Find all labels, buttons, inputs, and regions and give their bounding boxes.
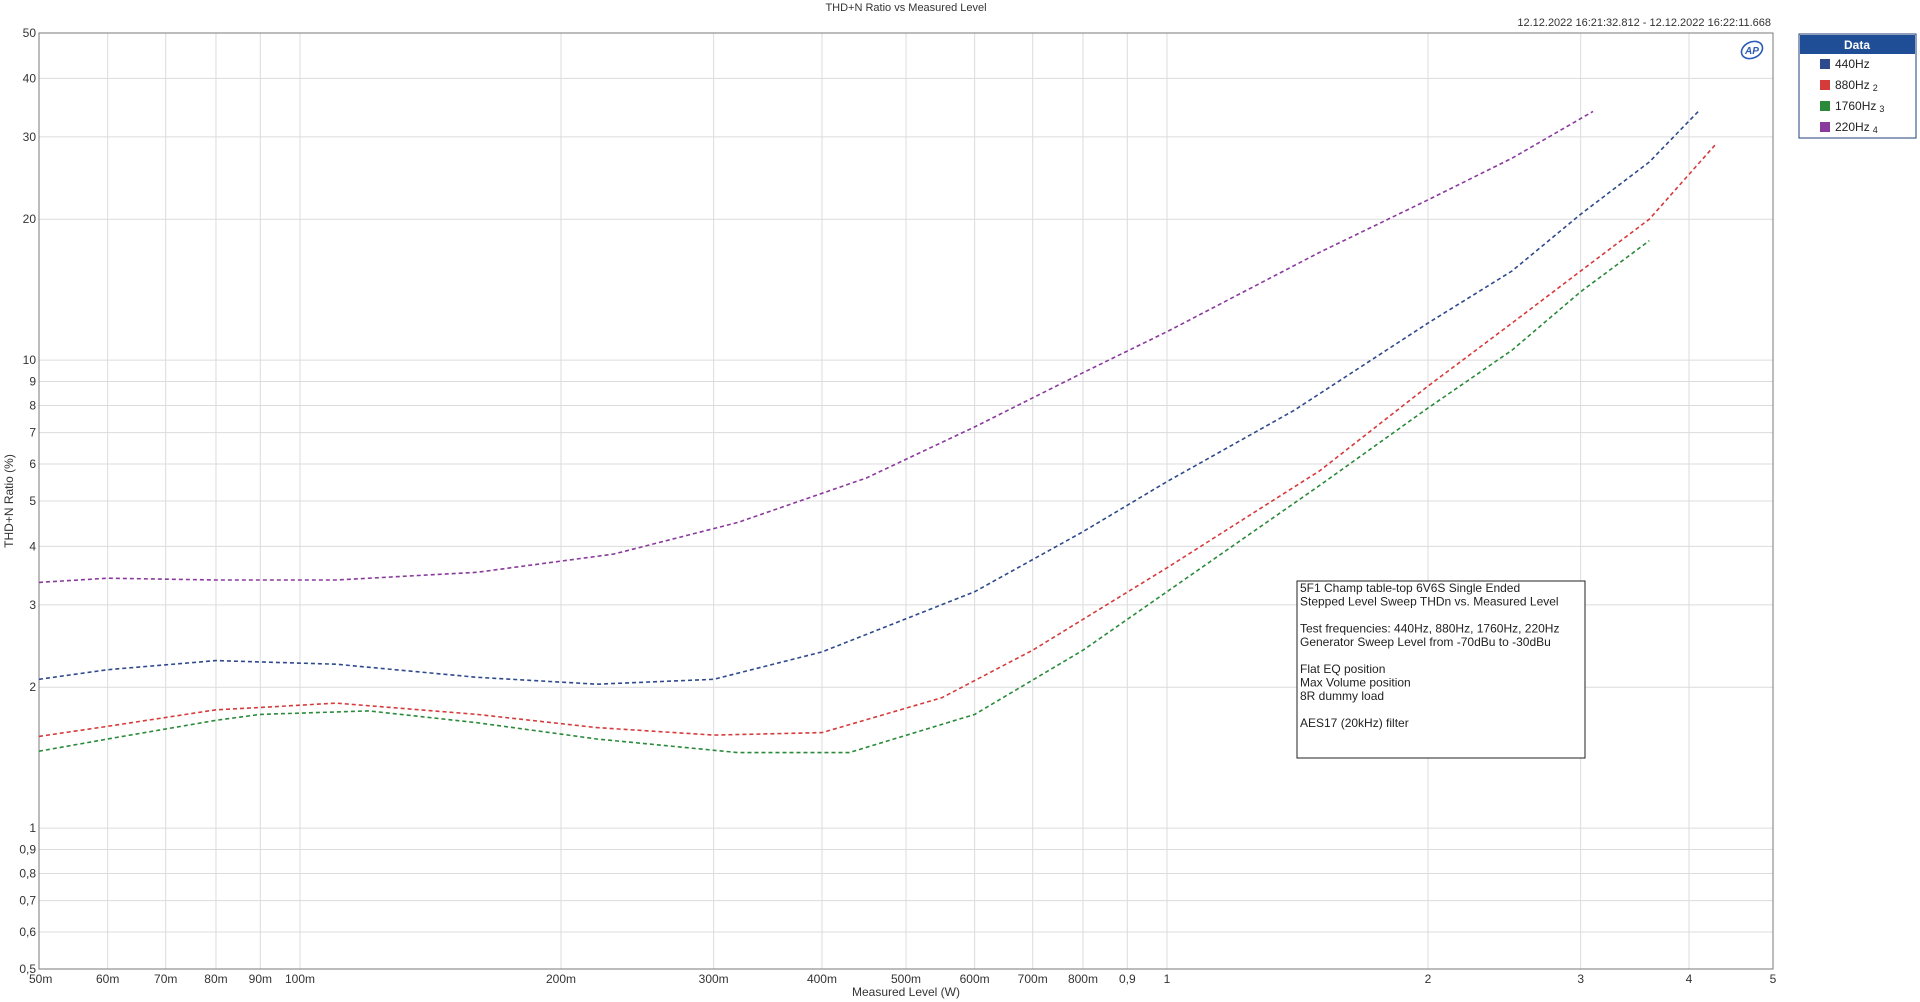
chart-title: THD+N Ratio vs Measured Level bbox=[825, 2, 986, 14]
legend-swatch bbox=[1820, 59, 1830, 69]
legend-entry: 880Hz 2 bbox=[1835, 78, 1878, 93]
x-tick-label: 5 bbox=[1770, 972, 1777, 986]
y-tick-label: 0,6 bbox=[19, 925, 36, 939]
legend-swatch bbox=[1820, 122, 1830, 132]
series-line-220Hz bbox=[38, 110, 1594, 584]
y-tick-label: 0,5 bbox=[19, 962, 36, 976]
y-tick-label: 40 bbox=[23, 71, 37, 85]
y-tick-label: 8 bbox=[29, 398, 36, 412]
x-tick-label: 600m bbox=[960, 972, 990, 986]
y-tick-label: 9 bbox=[29, 375, 36, 389]
series-group bbox=[38, 110, 1717, 754]
x-tick-label: 300m bbox=[699, 972, 729, 986]
y-tick-label: 0,9 bbox=[19, 843, 36, 857]
x-tick-label: 100m bbox=[285, 972, 315, 986]
y-tick-label: 50 bbox=[23, 26, 37, 40]
x-tick-label: 800m bbox=[1068, 972, 1098, 986]
x-tick-label: 400m bbox=[807, 972, 837, 986]
x-tick-label: 50m bbox=[29, 972, 52, 986]
x-tick-label: 80m bbox=[204, 972, 227, 986]
y-axis-label: THD+N Ratio (%) bbox=[2, 454, 16, 548]
y-axis-ticks: 0,5 0,6 0,7 0,8 0,9 1 2 3 4 5 6 7 8 9 10 20 30 40 50 bbox=[19, 26, 36, 976]
legend-entry: 220Hz 4 bbox=[1835, 120, 1878, 135]
grid bbox=[38, 32, 1774, 970]
y-tick-label: 2 bbox=[29, 680, 36, 694]
x-tick-label: 70m bbox=[154, 972, 177, 986]
y-tick-label: 3 bbox=[29, 598, 36, 612]
x-axis-label: Measured Level (W) bbox=[852, 985, 960, 999]
x-tick-label: 0,9 bbox=[1119, 972, 1136, 986]
annotation-text: 5F1 Champ table-top 6V6S Single Ended Ste… bbox=[1300, 581, 1559, 730]
legend-entry: 1760Hz 3 bbox=[1835, 99, 1884, 114]
y-tick-label: 30 bbox=[23, 130, 37, 144]
series-line-1760Hz bbox=[38, 240, 1650, 754]
series-line-880Hz bbox=[38, 143, 1717, 738]
y-tick-label: 4 bbox=[29, 539, 36, 553]
y-tick-label: 1 bbox=[29, 821, 36, 835]
y-tick-label: 0,7 bbox=[19, 894, 36, 908]
y-tick-label: 0,8 bbox=[19, 866, 36, 880]
y-tick-label: 6 bbox=[29, 457, 36, 471]
chart-timestamp: 12.12.2022 16:21:32.812 - 12.12.2022 16:… bbox=[1517, 17, 1771, 29]
legend-entry: 440Hz bbox=[1835, 57, 1870, 71]
x-axis-ticks: 50m 60m 70m 80m 90m 100m 200m 300m 400m 500m 600m 7… bbox=[29, 972, 1777, 986]
logo: AP bbox=[1740, 40, 1764, 60]
annotation-box: 5F1 Champ table-top 6V6S Single Ended Ste… bbox=[1296, 580, 1586, 759]
x-tick-label: 60m bbox=[96, 972, 119, 986]
x-tick-label: 90m bbox=[249, 972, 272, 986]
plot-area-border bbox=[38, 32, 1774, 970]
legend-title: Data bbox=[1844, 38, 1870, 52]
legend: Data 440Hz 880Hz 2 1760Hz 3 220Hz 4 bbox=[1798, 33, 1917, 139]
x-tick-label: 1 bbox=[1164, 972, 1171, 986]
x-tick-label: 3 bbox=[1577, 972, 1584, 986]
y-tick-label: 10 bbox=[23, 353, 37, 367]
legend-swatch bbox=[1820, 80, 1830, 90]
y-tick-label: 7 bbox=[29, 426, 36, 440]
y-tick-label: 20 bbox=[23, 212, 37, 226]
logo-text: AP bbox=[1744, 46, 1759, 57]
legend-swatch bbox=[1820, 101, 1830, 111]
x-tick-label: 700m bbox=[1018, 972, 1048, 986]
x-tick-label: 4 bbox=[1686, 972, 1693, 986]
x-tick-label: 2 bbox=[1425, 972, 1432, 986]
x-tick-label: 500m bbox=[891, 972, 921, 986]
y-tick-label: 5 bbox=[29, 494, 36, 508]
x-tick-label: 200m bbox=[546, 972, 576, 986]
